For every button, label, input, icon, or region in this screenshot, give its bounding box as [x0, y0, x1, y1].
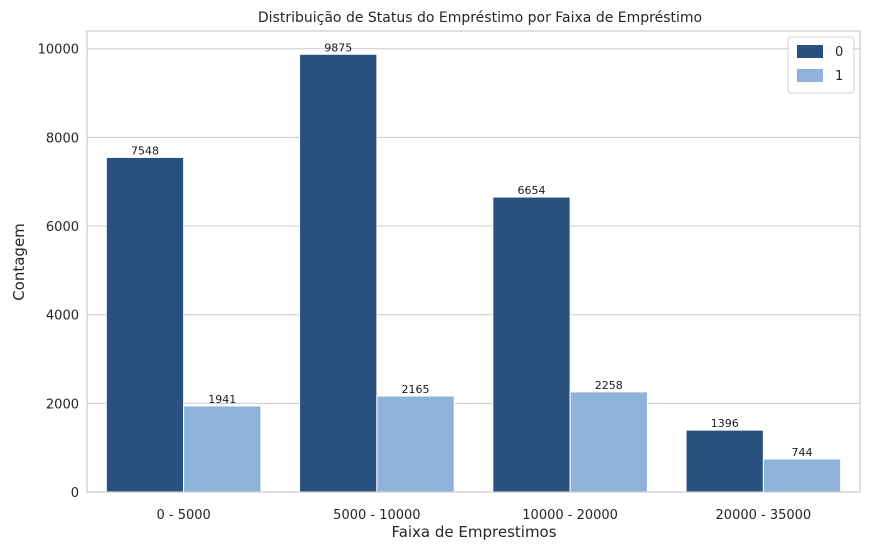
y-tick-label: 0 — [71, 486, 79, 501]
x-tick-label: 0 - 5000 — [156, 508, 210, 523]
legend: 01 — [787, 36, 855, 94]
data-label: 744 — [792, 446, 813, 459]
y-axis-ticks: 0 2000 4000 6000 8000 10000 — [38, 43, 79, 501]
chart-title: Distribuição de Status do Empréstimo por… — [258, 10, 702, 26]
bar-series-1-0 — [183, 405, 262, 493]
bar-series-1-3 — [762, 458, 842, 493]
legend-entry-0: 0 — [835, 45, 843, 60]
bar-series-0-0 — [105, 156, 185, 493]
data-label: 2258 — [595, 379, 623, 392]
x-axis-label: Faixa de Emprestimos — [391, 523, 556, 541]
data-label: 1396 — [711, 417, 739, 430]
data-label: 1941 — [208, 393, 236, 406]
bar-series-0-3 — [685, 429, 764, 493]
x-tick-label: 10000 - 20000 — [522, 508, 618, 523]
x-tick-label: 5000 - 10000 — [333, 508, 420, 523]
x-axis-ticks: 0 - 5000 5000 - 10000 10000 - 20000 20000 -… — [156, 508, 811, 523]
legend-swatch — [797, 69, 823, 82]
y-tick-label: 6000 — [46, 220, 79, 235]
bar-series-1-1 — [376, 395, 455, 493]
y-tick-label: 4000 — [46, 309, 79, 324]
bar-series-0-1 — [299, 53, 378, 493]
legend-swatch — [797, 45, 823, 58]
y-tick-label: 8000 — [46, 131, 79, 146]
data-label: 6654 — [517, 184, 545, 197]
data-label: 2165 — [402, 383, 430, 396]
y-tick-label: 2000 — [46, 397, 79, 412]
plot-frame — [86, 30, 861, 493]
y-axis-label: Contagem — [10, 223, 28, 301]
data-labels: 7548 1941 9875 2165 6654 2258 1396 744 — [131, 41, 813, 459]
y-tick-label: 10000 — [38, 43, 79, 58]
data-label: 9875 — [324, 41, 352, 54]
bars — [105, 53, 842, 493]
legend-entry-1: 1 — [835, 69, 843, 84]
x-tick-label: 20000 - 35000 — [716, 508, 812, 523]
bar-series-1-2 — [569, 391, 648, 493]
data-label: 7548 — [131, 144, 159, 157]
bar-series-0-2 — [492, 196, 571, 493]
